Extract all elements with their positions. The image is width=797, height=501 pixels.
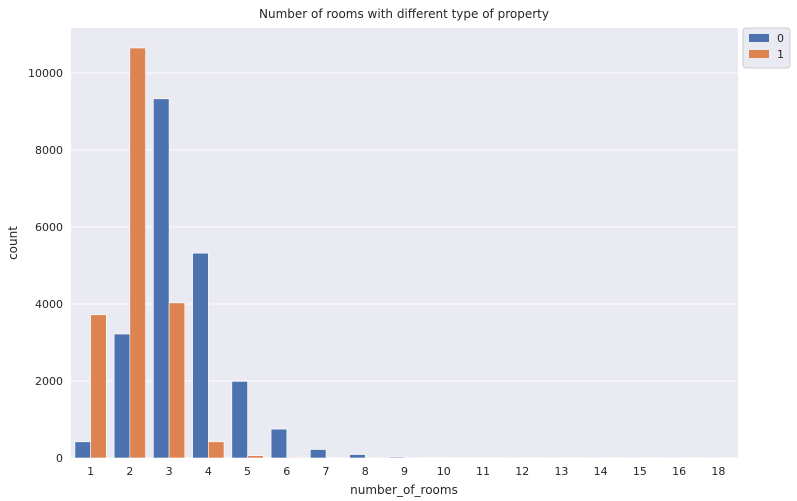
- y-tick-label: 6000: [35, 221, 63, 234]
- x-tick-label: 9: [401, 465, 408, 478]
- bar-3-series-1: [168, 302, 186, 459]
- legend-label-1: 1: [777, 48, 784, 61]
- x-tick-label: 12: [515, 465, 529, 478]
- x-tick-label: 7: [323, 465, 330, 478]
- bar-4-series-0: [192, 252, 209, 459]
- x-tick-label: 13: [554, 465, 568, 478]
- legend-swatch-1: [749, 50, 769, 58]
- y-axis-label: count: [6, 226, 20, 260]
- x-tick-label: 11: [476, 465, 490, 478]
- bars: [74, 47, 719, 459]
- bar-1-series-1: [90, 314, 107, 459]
- y-tick-label: 8000: [35, 144, 63, 157]
- bar-9-series-0: [388, 456, 405, 459]
- x-tick-label: 16: [672, 465, 686, 478]
- bar-5-series-1: [247, 455, 264, 459]
- y-tick-label: 2000: [35, 375, 63, 388]
- x-tick-label: 6: [283, 465, 290, 478]
- chart-title: Number of rooms with different type of p…: [259, 7, 549, 21]
- legend: 0 1: [742, 27, 791, 69]
- x-tick-label: 4: [205, 465, 212, 478]
- legend-label-0: 0: [777, 32, 784, 45]
- y-tick-label: 10000: [28, 67, 63, 80]
- bar-8-series-0: [349, 454, 366, 459]
- x-axis-ticks: 1 2 3 4 5 6 7 8 9 10 11 12 13 14 15 16 18: [87, 465, 725, 478]
- bar-1-series-0: [74, 441, 91, 459]
- x-axis-label: number_of_rooms: [350, 483, 458, 497]
- y-tick-label: 0: [56, 452, 63, 465]
- bar-7-series-0: [310, 449, 327, 459]
- x-tick-label: 15: [633, 465, 647, 478]
- x-tick-label: 1: [87, 465, 94, 478]
- bar-2-series-0: [113, 333, 131, 459]
- x-tick-label: 3: [166, 465, 173, 478]
- x-tick-label: 10: [437, 465, 451, 478]
- x-tick-label: 18: [711, 465, 725, 478]
- x-tick-label: 8: [362, 465, 369, 478]
- bar-4-series-1: [208, 441, 225, 459]
- bar-5-series-0: [231, 381, 248, 459]
- x-tick-label: 5: [244, 465, 251, 478]
- y-tick-label: 4000: [35, 298, 63, 311]
- bar-3-series-0: [153, 98, 170, 459]
- bar-6-series-0: [270, 428, 288, 459]
- x-tick-label: 14: [594, 465, 608, 478]
- bar-2-series-1: [129, 47, 146, 459]
- bar-6-series-1: [286, 456, 303, 459]
- legend-swatch-0: [749, 34, 769, 42]
- x-tick-label: 2: [126, 465, 133, 478]
- y-axis-ticks: 0 2000 4000 6000 8000 10000: [28, 67, 63, 465]
